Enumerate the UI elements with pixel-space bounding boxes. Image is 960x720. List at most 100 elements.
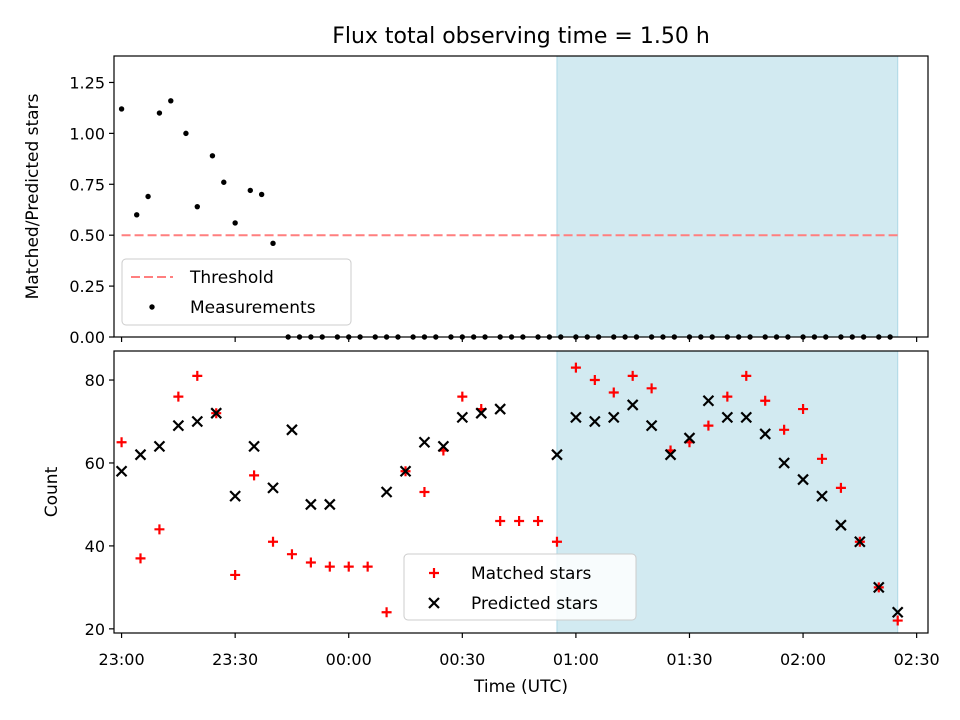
measurement-point: [145, 193, 151, 200]
matched-star-marker: [514, 516, 525, 527]
y-tick-label: 40: [85, 537, 105, 556]
matched-star-marker: [570, 362, 581, 373]
legend-measurement-swatch: [149, 304, 155, 310]
matched-star-marker: [154, 524, 165, 535]
y-tick-label: 20: [85, 620, 105, 639]
predicted-star-marker: [305, 498, 317, 511]
legend-predicted-label: Predicted stars: [471, 594, 598, 614]
matched-star-marker: [722, 391, 733, 402]
x-axis-label: Time (UTC): [473, 677, 568, 697]
matched-star-marker: [343, 561, 354, 572]
measurement-point: [183, 130, 189, 137]
predicted-star-marker: [702, 394, 715, 407]
measurement-point: [258, 191, 265, 198]
measurement-point: [221, 179, 227, 185]
predicted-star-marker: [835, 519, 847, 531]
matched-star-marker: [627, 370, 638, 381]
y-tick-label: 0.50: [69, 226, 105, 245]
matched-star-marker: [249, 470, 260, 481]
observing-window-shade: [556, 55, 899, 338]
predicted-star-marker: [891, 606, 904, 619]
y-axis-label: Count: [42, 466, 62, 517]
matched-star-marker: [419, 487, 430, 497]
matched-star-marker: [495, 516, 506, 527]
y-tick-label: 80: [85, 371, 105, 390]
predicted-star-marker: [267, 482, 279, 494]
predicted-star-marker: [456, 411, 469, 424]
predicted-star-marker: [873, 581, 885, 594]
x-tick-label: 02:00: [780, 650, 826, 669]
x-tick-label: 00:30: [439, 650, 485, 669]
legend-predicted-swatch: [428, 597, 440, 609]
predicted-star-marker: [589, 415, 601, 428]
legend-matched-swatch: [429, 568, 439, 578]
x-tick-label: 23:30: [212, 650, 258, 669]
matched-star-marker: [268, 536, 279, 547]
predicted-star-marker: [854, 535, 866, 548]
predicted-star-marker: [778, 457, 790, 469]
predicted-star-marker: [551, 448, 563, 461]
matched-star-marker: [589, 375, 600, 386]
x-tick-label: 01:00: [553, 650, 599, 669]
matched-star-marker: [381, 607, 392, 618]
matched-star-marker: [892, 615, 903, 626]
top-axes: 0.00 0.25 0.50 0.75 1.00 1.25 Matched/Predicte…: [23, 55, 929, 347]
matched-star-marker: [305, 557, 316, 568]
matched-star-marker: [116, 437, 127, 448]
predicted-star-marker: [664, 448, 677, 461]
predicted-star-marker: [683, 432, 696, 444]
predicted-star-marker: [816, 490, 828, 502]
matched-star-marker: [703, 420, 714, 431]
predicted-star-marker: [115, 465, 128, 478]
legend-matched-label: Matched stars: [471, 564, 591, 584]
x-tick-label: 00:00: [326, 650, 372, 669]
y-tick-label: 0.75: [69, 175, 105, 194]
matched-star-marker: [362, 561, 373, 572]
x-tick-label: 02:30: [894, 650, 940, 669]
axes-frame: [113, 55, 929, 338]
legend-measurement-label: Measurements: [190, 298, 316, 318]
predicted-star-marker: [475, 407, 488, 419]
predicted-star-marker: [172, 419, 185, 432]
measurement-point: [134, 212, 140, 218]
predicted-star-marker: [191, 415, 204, 428]
predicted-star-marker: [626, 399, 639, 411]
matched-star-marker: [230, 569, 241, 580]
measurement-point: [118, 106, 125, 112]
matched-star-marker: [192, 370, 203, 381]
predicted-star-marker: [721, 411, 734, 424]
predicted-star-marker: [286, 424, 298, 436]
matched-star-marker: [135, 553, 146, 564]
matched-star-marker: [533, 516, 544, 527]
matched-star-marker: [835, 482, 846, 493]
matched-star-marker: [816, 453, 827, 464]
y-tick-label: 0.00: [69, 328, 105, 347]
predicted-star-marker: [759, 428, 771, 440]
y-tick-label: 0.25: [69, 277, 105, 296]
matched-star-marker: [741, 370, 752, 381]
legend: Matched stars Predicted stars: [403, 553, 637, 621]
matched-star-marker: [173, 391, 184, 402]
predicted-star-marker: [229, 490, 241, 502]
measurement-point: [247, 187, 253, 194]
matched-star-marker: [798, 404, 809, 415]
measurement-point: [232, 220, 238, 226]
predicted-star-marker: [134, 448, 147, 461]
chart-title: Flux total observing time = 1.50 h: [332, 24, 710, 49]
predicted-star-marker: [248, 440, 260, 453]
y-axis-label: Matched/Predicted stars: [23, 93, 43, 299]
predicted-star-marker: [437, 440, 450, 453]
y-tick-label: 1.00: [69, 124, 105, 143]
measurement-point: [194, 203, 200, 210]
predicted-star-marker: [418, 436, 431, 449]
matched-star-marker: [324, 561, 335, 572]
predicted-star-marker: [153, 440, 166, 453]
measurement-point: [156, 110, 163, 116]
measurement-point: [168, 98, 174, 104]
predicted-star-marker: [324, 498, 336, 511]
bottom-axes: 20 40 60 80 23:00 23:30 00:00 00:30 01:00 01:30 02…: [42, 350, 940, 697]
predicted-star-marker: [607, 411, 620, 424]
predicted-star-marker: [797, 473, 809, 486]
x-tick-label: 01:30: [666, 650, 712, 669]
